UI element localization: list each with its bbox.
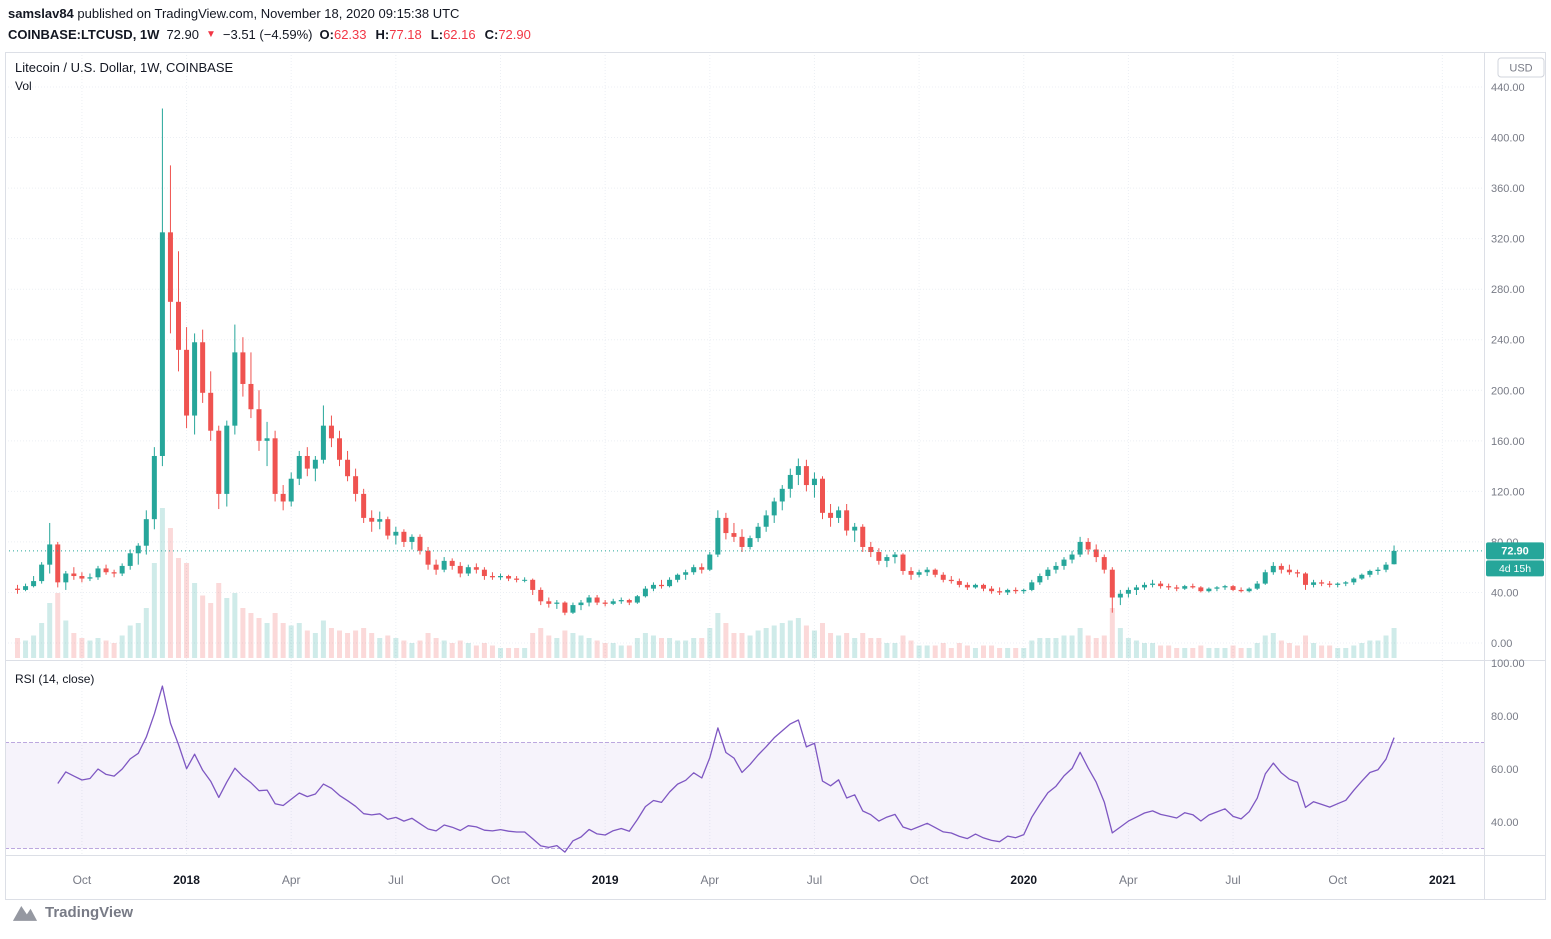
svg-text:40.00: 40.00: [1491, 587, 1519, 599]
high-value: H:77.18: [375, 27, 422, 42]
price-change: −3.51 (−4.59%): [222, 27, 313, 42]
svg-text:280.00: 280.00: [1491, 284, 1525, 296]
chart-area[interactable]: Litecoin / U.S. Dollar, 1W, COINBASE Vol…: [5, 52, 1546, 900]
price-axis[interactable]: 440.00 400.00 360.00 320.00 280.00 240.00 200.…: [1491, 82, 1525, 829]
rsi-legend[interactable]: RSI (14, close): [15, 672, 95, 686]
bar-countdown-badge: 4d 15h: [1486, 560, 1544, 577]
last-price: 72.90: [166, 27, 199, 42]
low-value: L:62.16: [430, 27, 476, 42]
tradingview-mountain-icon: [12, 906, 38, 921]
time-axis[interactable]: Oct 2018 Apr Jul Oct 2019 Apr Jul Oct 2020 Apr Jul O…: [73, 873, 1456, 887]
rsi-series: [57, 685, 1395, 853]
svg-text:4d 15h: 4d 15h: [1499, 563, 1531, 575]
svg-text:Oct: Oct: [1328, 873, 1347, 887]
svg-text:72.90: 72.90: [1501, 545, 1529, 557]
svg-text:Apr: Apr: [1119, 873, 1138, 887]
svg-text:USD: USD: [1509, 63, 1532, 75]
svg-text:Apr: Apr: [700, 873, 719, 887]
ohlc-values: O:62.33 H:77.18 L:62.16 C:72.90: [320, 27, 531, 42]
volume-legend[interactable]: Vol: [15, 79, 32, 93]
svg-text:160.00: 160.00: [1491, 436, 1525, 448]
chart-legend[interactable]: Litecoin / U.S. Dollar, 1W, COINBASE: [15, 60, 234, 75]
chart-border: [5, 52, 1546, 900]
svg-text:100.00: 100.00: [1491, 658, 1525, 670]
svg-text:Jul: Jul: [807, 873, 822, 887]
open-value: O:62.33: [319, 27, 367, 42]
svg-text:120.00: 120.00: [1491, 486, 1525, 498]
svg-text:0.00: 0.00: [1491, 638, 1512, 650]
rsi-pane: [5, 685, 1484, 853]
tradingview-logo-text: TradingView: [45, 904, 134, 921]
svg-text:320.00: 320.00: [1491, 234, 1525, 246]
symbol-header: COINBASE:LTCUSD, 1W 72.90 ▼ −3.51 (−4.59…: [8, 27, 531, 42]
publish-header: samslav84 published on TradingView.com, …: [8, 6, 459, 21]
svg-text:40.00: 40.00: [1491, 817, 1519, 829]
current-price-badge: 72.90: [1486, 542, 1544, 560]
svg-text:440.00: 440.00: [1491, 82, 1525, 94]
svg-text:2021: 2021: [1429, 873, 1456, 887]
svg-text:200.00: 200.00: [1491, 385, 1525, 397]
svg-text:2020: 2020: [1010, 873, 1037, 887]
publish-info: published on TradingView.com, November 1…: [73, 6, 460, 21]
svg-text:2018: 2018: [173, 873, 200, 887]
rsi-band: [5, 742, 1484, 849]
svg-text:Oct: Oct: [910, 873, 929, 887]
candlestick-series: [15, 108, 1397, 616]
svg-text:360.00: 360.00: [1491, 183, 1525, 195]
svg-text:80.00: 80.00: [1491, 711, 1519, 723]
svg-text:240.00: 240.00: [1491, 335, 1525, 347]
tradingview-logo[interactable]: TradingView: [12, 903, 133, 922]
down-triangle-icon: ▼: [205, 28, 216, 40]
svg-text:Apr: Apr: [282, 873, 301, 887]
chart-canvas[interactable]: 440.00 400.00 360.00 320.00 280.00 240.00 200.…: [5, 52, 1546, 900]
svg-text:400.00: 400.00: [1491, 133, 1525, 145]
svg-text:60.00: 60.00: [1491, 764, 1519, 776]
close-value: C:72.90: [484, 27, 531, 42]
svg-text:2019: 2019: [592, 873, 619, 887]
username[interactable]: samslav84: [8, 6, 74, 21]
svg-text:Jul: Jul: [1225, 873, 1240, 887]
svg-text:Jul: Jul: [388, 873, 403, 887]
currency-toggle-button[interactable]: USD: [1497, 57, 1545, 78]
svg-text:Oct: Oct: [491, 873, 510, 887]
symbol-name[interactable]: COINBASE:LTCUSD, 1W: [8, 27, 160, 42]
volume-series: [15, 508, 1397, 658]
svg-text:Oct: Oct: [73, 873, 92, 887]
